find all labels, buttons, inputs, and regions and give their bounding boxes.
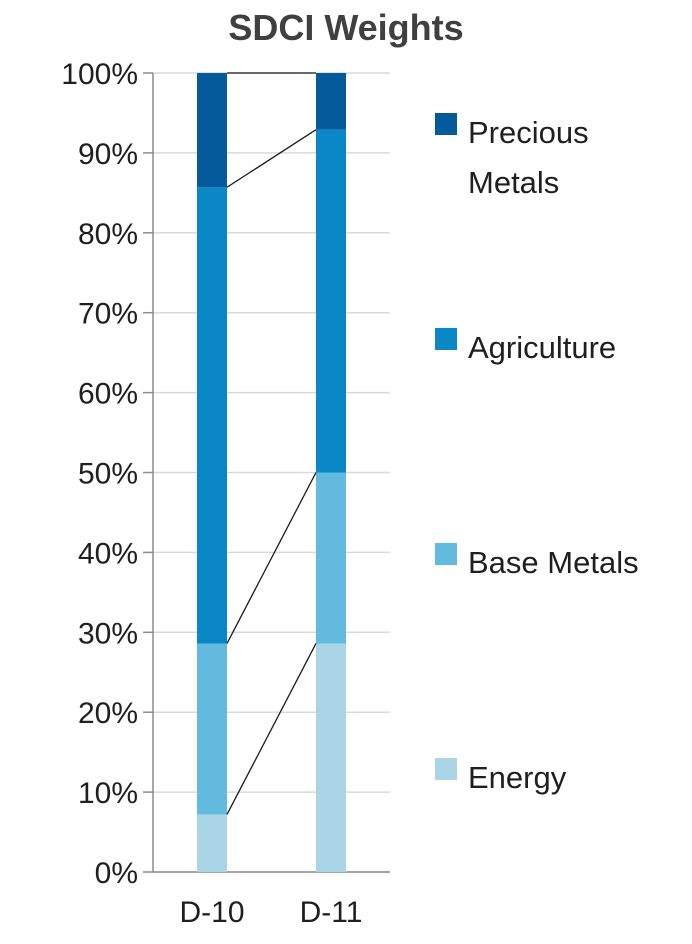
x-tick-labels: D-10 D-11 bbox=[179, 896, 362, 929]
bar-segment-agriculture bbox=[197, 187, 227, 644]
series-connector-line bbox=[226, 129, 317, 188]
x-tick-label: D-10 bbox=[179, 896, 244, 929]
y-tick-labels: 0% 10% 20% 30% 40% 50% 60% 70% 80% 90% 100% bbox=[61, 58, 138, 890]
legend-swatch bbox=[435, 328, 457, 350]
gridlines bbox=[153, 72, 390, 873]
bar-segment-base-metals bbox=[316, 472, 346, 644]
series-connector-line bbox=[226, 472, 317, 644]
legend-swatch bbox=[435, 113, 457, 135]
y-tick-label: 50% bbox=[78, 458, 138, 491]
y-tick-label: 10% bbox=[78, 777, 138, 810]
y-axis bbox=[143, 72, 390, 873]
y-tick-label: 40% bbox=[78, 537, 138, 570]
bar-segment-energy bbox=[316, 643, 346, 872]
legend-swatch bbox=[435, 758, 457, 780]
series-connector-lines bbox=[226, 72, 317, 815]
bars bbox=[197, 73, 346, 872]
legend-label: Precious bbox=[468, 115, 589, 150]
y-tick-label: 80% bbox=[78, 218, 138, 251]
legend-label: Metals bbox=[468, 165, 559, 200]
x-tick-label: D-11 bbox=[300, 896, 363, 929]
bar-segment-energy bbox=[197, 814, 227, 872]
bar-segment-base-metals bbox=[197, 643, 227, 815]
y-tick-label: 20% bbox=[78, 697, 138, 730]
legend-label: Base Metals bbox=[468, 545, 639, 580]
y-tick-label: 90% bbox=[78, 138, 138, 171]
y-tick-label: 30% bbox=[78, 617, 138, 650]
legend-label: Agriculture bbox=[468, 330, 616, 365]
bar-segment-precious-metals bbox=[316, 73, 346, 130]
y-tick-label: 100% bbox=[61, 58, 138, 91]
y-tick-label: 70% bbox=[78, 298, 138, 331]
y-tick-label: 60% bbox=[78, 378, 138, 411]
bar-segment-agriculture bbox=[316, 129, 346, 473]
bar-segment-precious-metals bbox=[197, 73, 227, 188]
y-tick-label: 0% bbox=[95, 857, 138, 890]
legend-swatch bbox=[435, 543, 457, 565]
legend: Precious Metals Agriculture Base Metals Ener… bbox=[435, 113, 639, 795]
chart-title: SDCI Weights bbox=[228, 7, 463, 48]
legend-label: Energy bbox=[468, 760, 567, 795]
series-connector-line bbox=[226, 643, 317, 815]
